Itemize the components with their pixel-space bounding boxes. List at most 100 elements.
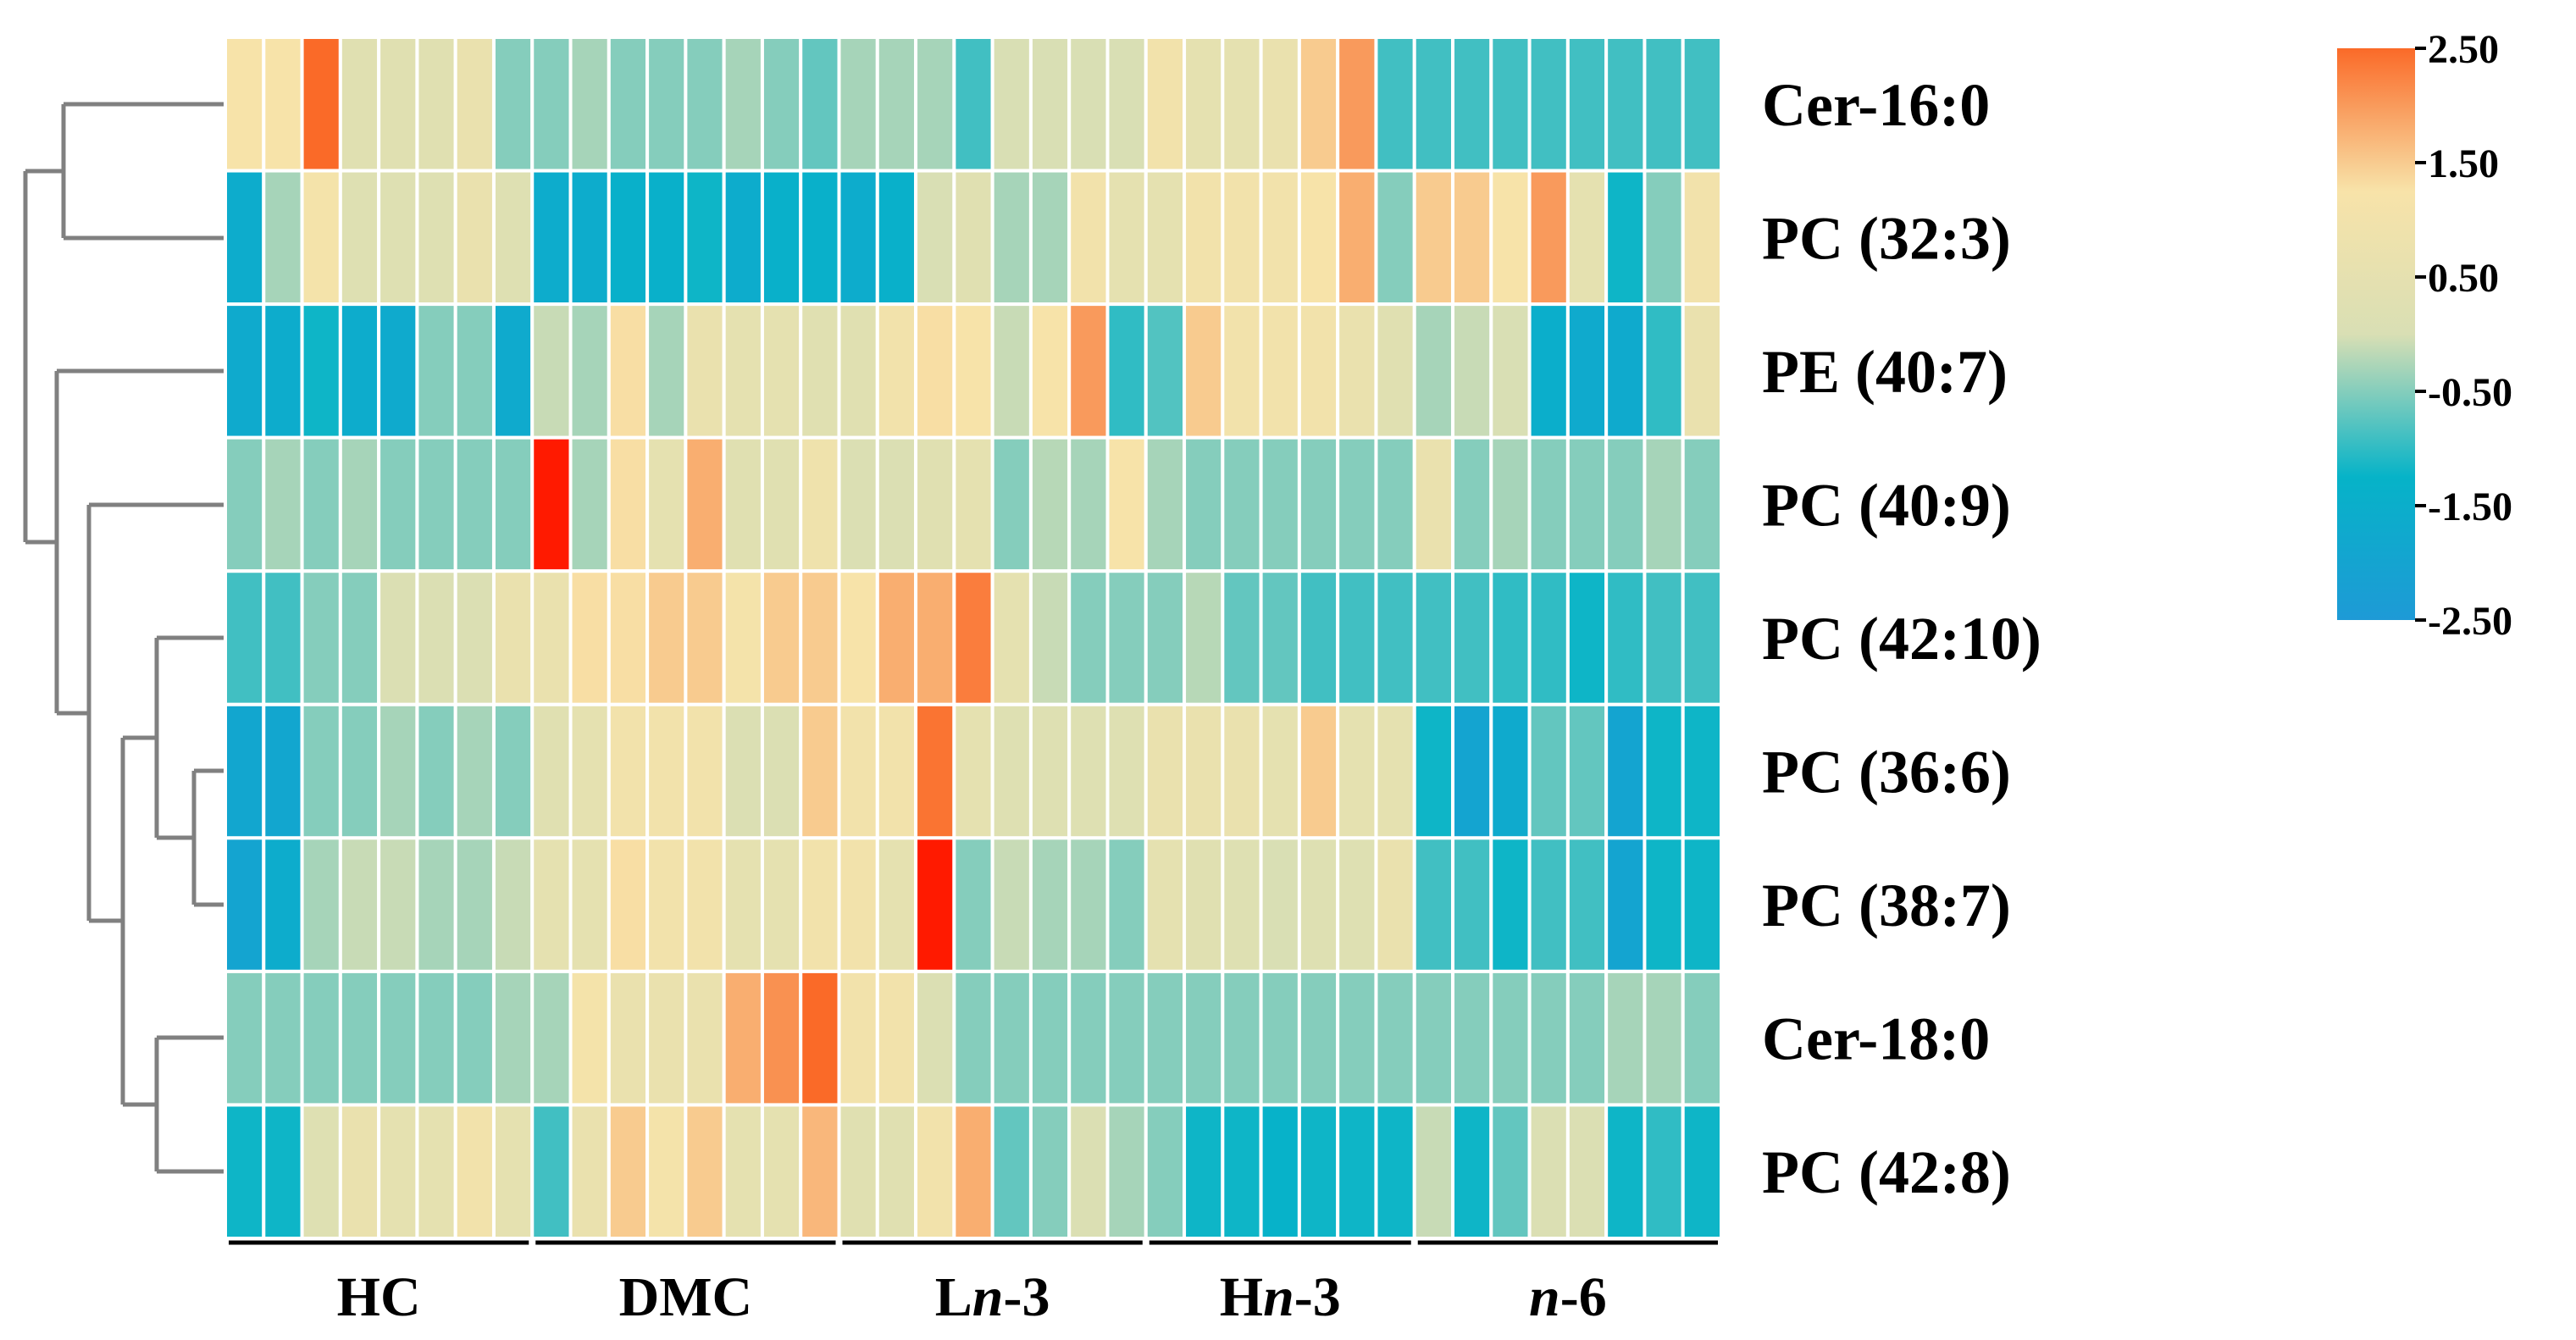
heatmap-cell <box>568 302 611 440</box>
heatmap-cell <box>1221 569 1263 706</box>
heatmap-cell <box>224 836 266 973</box>
heatmap-cell <box>491 36 535 173</box>
heatmap-cell <box>875 169 918 307</box>
heatmap-cell <box>760 1103 803 1241</box>
heatmap-cell <box>1489 435 1532 573</box>
heatmap-cell <box>1604 836 1647 973</box>
heatmap-cell <box>645 1103 688 1241</box>
heatmap-cell <box>530 169 573 307</box>
heatmap-cell <box>1451 36 1493 173</box>
heatmap-cell <box>875 36 918 173</box>
heatmap-cell <box>300 969 342 1107</box>
heatmap-cell <box>952 435 994 573</box>
heatmap-cell <box>1144 435 1187 573</box>
heatmap-cell <box>224 569 266 706</box>
heatmap-cell <box>1565 435 1609 573</box>
heatmap-cell <box>1297 1103 1340 1241</box>
heatmap-cell <box>415 969 457 1107</box>
heatmap-cell <box>875 969 918 1107</box>
heatmap-cell <box>875 836 918 973</box>
heatmap-cell <box>990 1103 1033 1241</box>
heatmap-cell <box>1681 969 1723 1107</box>
heatmap-cell <box>875 1103 918 1241</box>
heatmap-cell <box>1297 435 1340 573</box>
heatmap-cell <box>1489 302 1532 440</box>
heatmap-cell <box>338 969 381 1107</box>
heatmap-cell <box>1565 969 1609 1107</box>
heatmap-cell <box>453 435 496 573</box>
heatmap-cell <box>1643 435 1685 573</box>
heatmap-cell <box>491 302 535 440</box>
heatmap-cell <box>1336 836 1378 973</box>
heatmap-cell <box>914 969 956 1107</box>
heatmap-cell <box>990 702 1033 840</box>
heatmap-cell <box>1067 302 1110 440</box>
heatmap-cell <box>338 569 381 706</box>
heatmap-cell <box>875 702 918 840</box>
heatmap-cell <box>837 569 879 706</box>
heatmap-cell <box>1604 569 1647 706</box>
colorbar-tick-label: -0.50 <box>2428 370 2512 415</box>
heatmap-cell <box>837 36 879 173</box>
heatmap-cell <box>684 435 726 573</box>
heatmap-cell <box>530 302 573 440</box>
heatmap-cell <box>990 36 1033 173</box>
heatmap-cell <box>952 569 994 706</box>
heatmap-cell <box>1259 302 1301 440</box>
heatmap-cell <box>1221 302 1263 440</box>
heatmap-cell <box>1183 702 1225 840</box>
heatmap-cell <box>1336 969 1378 1107</box>
heatmap-cell <box>530 569 573 706</box>
row-labels: Cer-16:0 PC (32:3) PE (40:7) PC (40:9) PC (4… <box>1762 71 2041 1206</box>
heatmap-cell <box>530 435 573 573</box>
heatmap-cell <box>1681 435 1723 573</box>
heatmap-cell <box>415 1103 457 1241</box>
heatmap-cell <box>1336 36 1378 173</box>
heatmap-cell <box>1183 169 1225 307</box>
heatmap-cell <box>1183 302 1225 440</box>
heatmap-cell <box>1412 302 1455 440</box>
heatmap-cell <box>224 702 266 840</box>
heatmap-cell <box>1565 569 1609 706</box>
heatmap-cell <box>1297 836 1340 973</box>
heatmap-cell <box>453 302 496 440</box>
heatmap-cell <box>990 435 1033 573</box>
heatmap-cell <box>1028 969 1072 1107</box>
heatmap-cell <box>1028 302 1072 440</box>
heatmap-cell <box>262 435 304 573</box>
heatmap-cell <box>1527 435 1570 573</box>
heatmap-cell <box>1336 435 1378 573</box>
heatmap-cell <box>1144 36 1187 173</box>
heatmap-cell <box>1412 702 1455 840</box>
heatmap-cell <box>530 969 573 1107</box>
row-dendrogram <box>23 102 225 1174</box>
heatmap-cell <box>645 302 688 440</box>
heatmap-cell <box>1144 836 1187 973</box>
heatmap-cell <box>262 169 304 307</box>
heatmap-cell <box>1643 302 1685 440</box>
heatmap-cell <box>1297 36 1340 173</box>
heatmap-cell <box>1259 1103 1301 1241</box>
heatmap-cell <box>607 302 650 440</box>
heatmap-cell <box>1259 435 1301 573</box>
heatmap-cell <box>722 969 764 1107</box>
heatmap-cell <box>1681 36 1723 173</box>
heatmap-cell <box>1489 969 1532 1107</box>
heatmap-cell <box>914 1103 956 1241</box>
heatmap-cell <box>262 36 304 173</box>
heatmap-cell <box>1643 969 1685 1107</box>
heatmap-cell <box>568 435 611 573</box>
heatmap-cell <box>760 435 803 573</box>
heatmap-cell <box>491 702 535 840</box>
heatmap-cell <box>1297 969 1340 1107</box>
heatmap-cell <box>722 836 764 973</box>
row-label: PC (38:7) <box>1762 872 2011 939</box>
heatmap-cell <box>645 569 688 706</box>
heatmap-cell <box>760 969 803 1107</box>
heatmap-cell <box>453 836 496 973</box>
heatmap-cell <box>377 36 419 173</box>
heatmap-cell <box>1105 836 1148 973</box>
row-label: Cer-16:0 <box>1762 71 1990 139</box>
heatmap-cell <box>1105 169 1148 307</box>
heatmap-cell <box>607 969 650 1107</box>
